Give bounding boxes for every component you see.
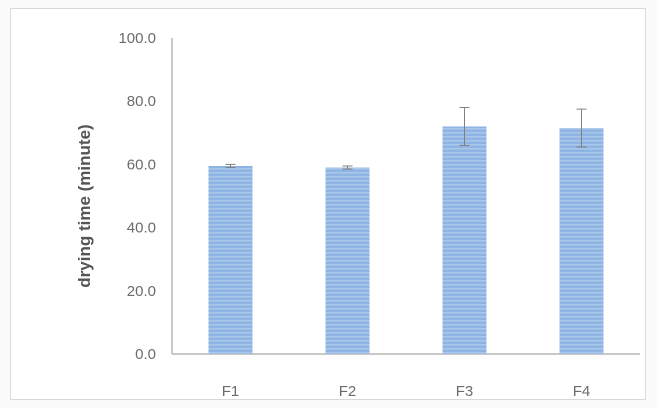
bar-f3 [442, 126, 487, 354]
x-axis: F1 F2 F3 F4 [172, 353, 640, 400]
y-axis: 0.0 20.0 40.0 60.0 80.0 100.0 [118, 30, 173, 363]
x-tick-label: F1 [222, 383, 240, 400]
y-tick-label: 20.0 [127, 283, 156, 300]
y-tick-label: 60.0 [127, 156, 156, 173]
y-tick-label: 100.0 [118, 30, 156, 47]
bar-f2 [325, 167, 370, 354]
x-tick-label: F2 [339, 383, 357, 400]
y-axis-title: drying time (minute) [75, 124, 94, 287]
bar-f1 [208, 165, 253, 354]
x-tick-label: F3 [456, 383, 474, 400]
y-tick-label: 0.0 [135, 346, 156, 363]
bar-f4 [559, 128, 604, 354]
x-tick-label: F4 [573, 383, 591, 400]
y-tick-label: 80.0 [127, 93, 156, 110]
bars [208, 126, 604, 354]
error-bars [225, 107, 587, 170]
y-tick-label: 40.0 [127, 220, 156, 237]
